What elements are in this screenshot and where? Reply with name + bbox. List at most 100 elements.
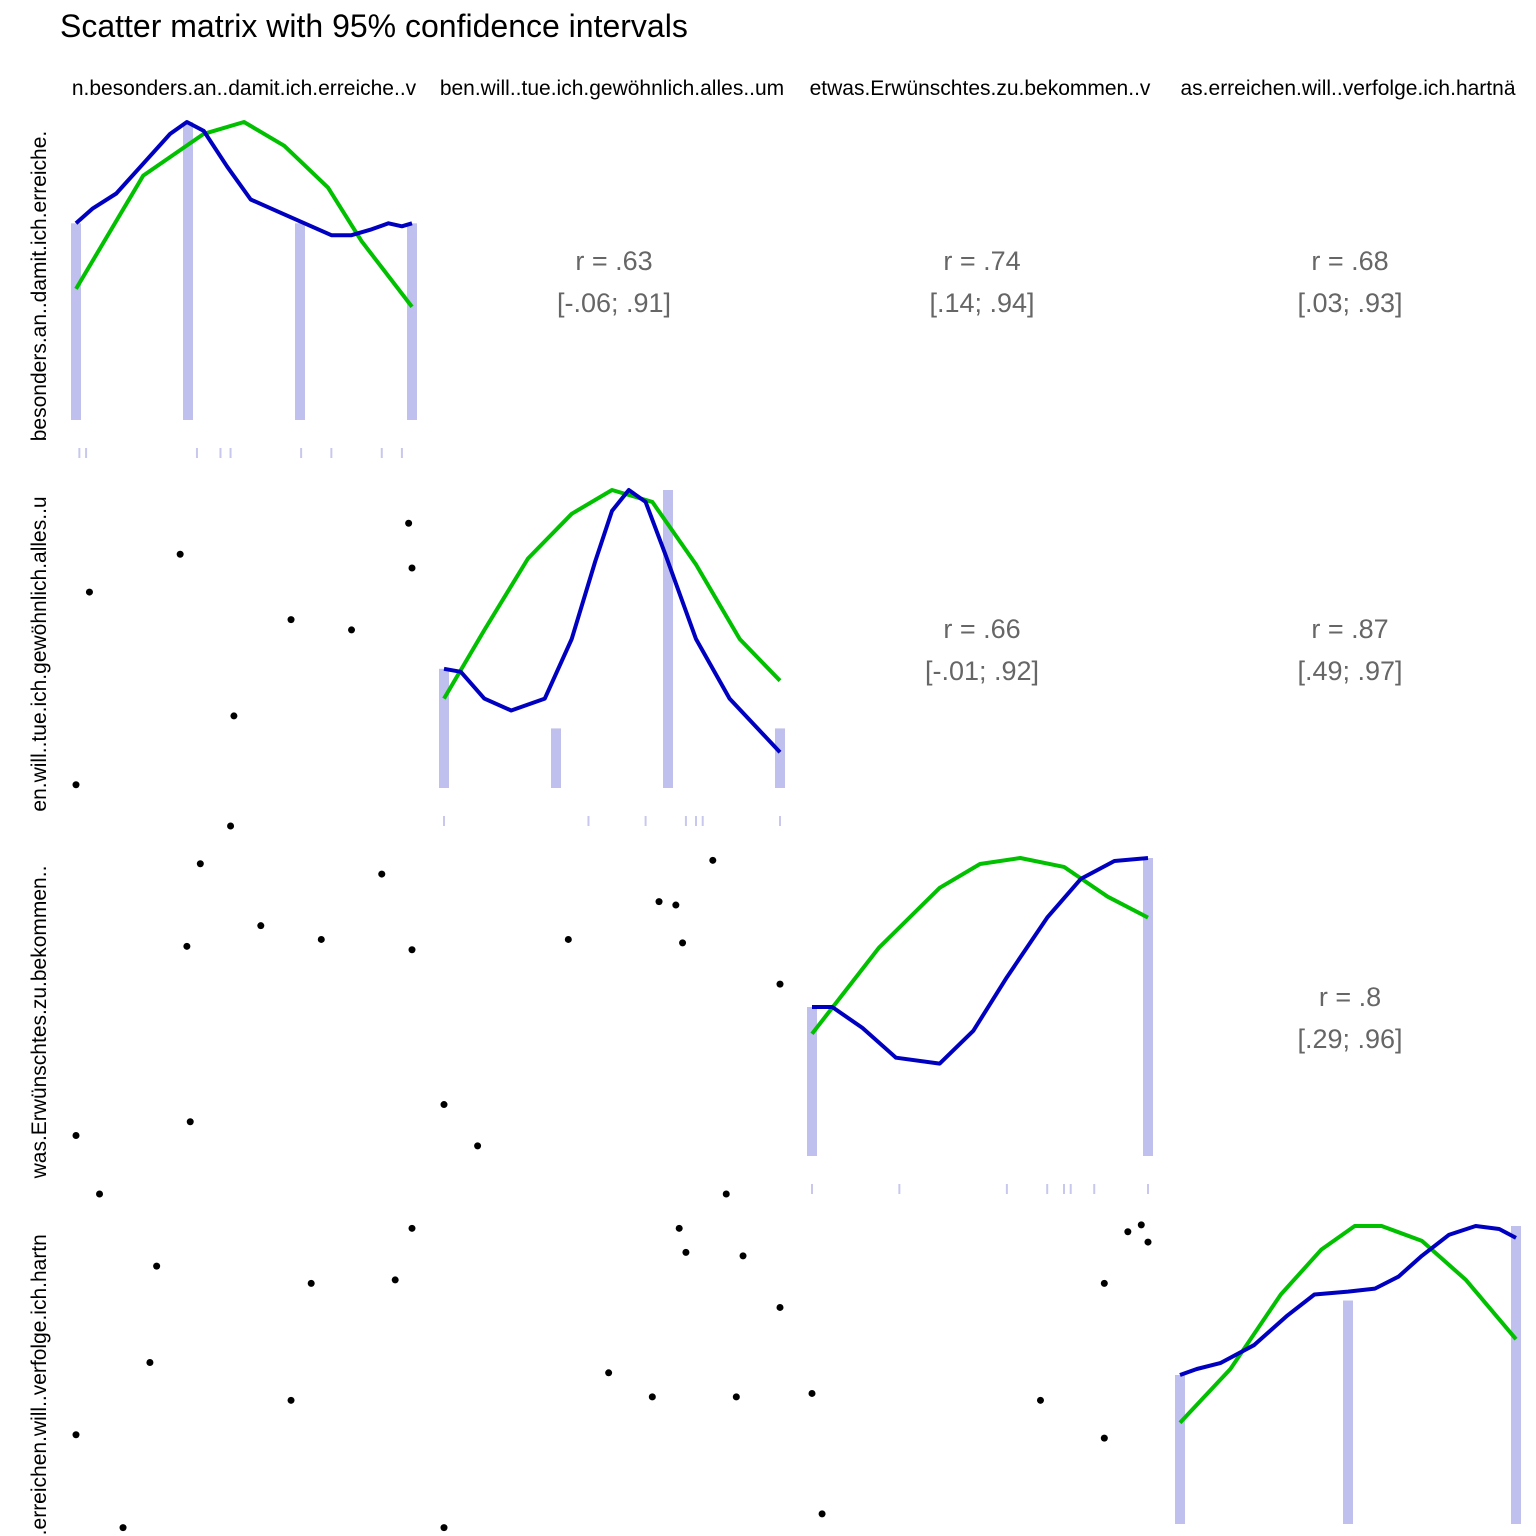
scatter-point [679,939,687,947]
confidence-interval: [-.06; .91] [557,288,671,318]
scatter-point [1036,1396,1044,1404]
confidence-interval: [.29; .96] [1297,1024,1402,1054]
scatter-point [72,1431,80,1439]
normal-curve [1178,1224,1518,1425]
scatter-point [183,942,191,950]
scatter-point [682,1248,690,1256]
scatter-point [776,980,784,988]
normal-curve [442,488,782,700]
histogram-bar [295,223,305,420]
scatter-point [709,856,717,864]
row-label: was.Erwünschtes.zu.bekommen.. [28,866,51,1180]
scatter-cell [72,860,416,1198]
column-label: as.erreichen.will..verfolge.ich.hartnä [1181,77,1516,100]
scatter-point [85,588,93,596]
correlation-value: r = .87 [1311,614,1388,644]
scatter-point [196,860,204,868]
histogram-bar [663,490,673,788]
column-label: n.besonders.an..damit.ich.erreiche..v [72,77,417,100]
normal-curve [74,120,414,309]
scatter-point [655,898,663,906]
histogram-bar [71,223,81,420]
confidence-interval: [.03; .93] [1297,288,1402,318]
scatter-point [287,1396,295,1404]
scatter-point [96,1190,104,1198]
scatter-point [405,519,413,527]
row-label: s.erreichen.will..verfolge.ich.hartn [28,1234,51,1536]
histogram-bar [439,668,449,788]
histogram-bar [1143,858,1153,1156]
diagonal-cell [1175,1224,1521,1524]
diagonal-cell [439,488,785,826]
diagonal-cell [71,120,417,458]
column-labels: n.besonders.an..damit.ich.erreiche..v ben… [72,77,1516,100]
correlation-cell: r = .8 [.29; .96] [1297,982,1402,1054]
scatter-point [186,1118,194,1126]
scatter-point [474,1142,482,1150]
correlation-value: r = .74 [943,246,1020,276]
scatter-point [72,781,80,789]
histogram-bar [1343,1300,1353,1524]
correlation-value: r = .66 [943,614,1020,644]
scatter-point [257,922,265,930]
diagonal-cell [807,856,1153,1194]
scatter-point [808,1389,816,1397]
confidence-interval: [-.01; .92] [925,656,1039,686]
density-curve [74,120,413,238]
scatter-point [176,550,184,558]
scatter-point [348,626,356,634]
row-label: en.will..tue.ich.gewöhnlich.alles..u [28,496,51,811]
scatter-point [317,935,325,943]
correlation-value: r = .68 [1311,246,1388,276]
scatter-point [408,564,416,572]
scatter-point [1137,1221,1145,1229]
scatter-cell [440,1224,784,1532]
scatter-point [1100,1279,1108,1287]
scatter-point [146,1358,154,1366]
correlation-cell: r = .74 [.14; .94] [929,246,1034,318]
scatter-point [153,1262,161,1270]
scatter-point [675,1224,683,1232]
scatter-point [564,935,572,943]
row-labels: besonders.an..damit.ich.erreiche. en.will… [28,131,51,1536]
correlation-cell: r = .87 [.49; .97] [1297,614,1402,686]
scatter-point [391,1276,399,1284]
correlation-value: r = .8 [1319,982,1381,1012]
density-curve [812,856,1149,1066]
scatter-point [776,1303,784,1311]
scatter-point [1100,1434,1108,1442]
histogram-bar [775,728,785,788]
scatter-point [72,1132,80,1140]
scatter-point [408,946,416,954]
scatter-point [119,1524,127,1532]
histogram-bar [183,122,193,420]
scatter-point [440,1101,448,1109]
scatter-point [732,1393,740,1401]
matrix-cells: r = .63[-.06; .91]r = .74[.14; .94]r = .… [71,120,1521,1532]
histogram-bar [1511,1226,1521,1524]
histogram-bar [1175,1375,1185,1524]
scatter-point [605,1369,613,1377]
scatter-point [408,1224,416,1232]
scatter-cell [72,1224,416,1532]
scatter-point [378,870,386,878]
correlation-cell: r = .68 [.03; .93] [1297,246,1402,318]
scatter-cell [440,856,784,1198]
scatter-point [739,1252,747,1260]
scatter-point [1124,1228,1132,1236]
scatter-point [722,1190,730,1198]
scatter-cell [72,519,416,830]
scatter-point [287,616,295,624]
correlation-cell: r = .66 [-.01; .92] [925,614,1039,686]
scatter-point [818,1510,826,1518]
confidence-interval: [.14; .94] [929,288,1034,318]
column-label: etwas.Erwünschtes.zu.bekommen..v [810,77,1151,100]
correlation-value: r = .63 [575,246,652,276]
density-curve [1179,1224,1517,1377]
scatter-point [1144,1238,1152,1246]
scatter-point [227,822,235,830]
histogram-bar [807,1007,817,1156]
scatter-point [230,712,238,720]
correlation-cell: r = .63 [-.06; .91] [557,246,671,318]
